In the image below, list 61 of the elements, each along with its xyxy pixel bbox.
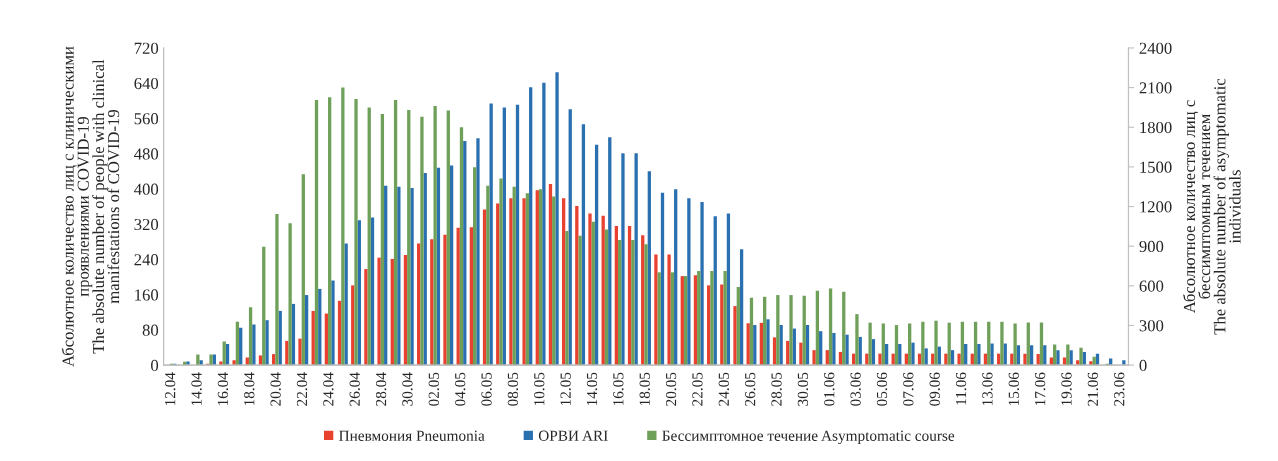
x-tick-label: 14.05 (586, 372, 598, 406)
legend-label: ОРВИ ARI (538, 430, 608, 441)
x-tick-label: 23.06 (1114, 372, 1125, 406)
x-tick-label: 20.05 (665, 372, 677, 406)
y2-axis-title: Абсолютное количество лиц с бессимптомным течением The absolute number of asymptomatic individuals (1183, 78, 1241, 335)
x-tick-label: 24.05 (718, 372, 730, 406)
x-tick-label: 19.06 (1061, 372, 1072, 406)
x-tick-label: 22.04 (296, 372, 308, 406)
x-tick-label: 10.05 (534, 372, 545, 406)
y2-tick-label: 1800 (1140, 121, 1172, 134)
x-tick-label: 09.06 (929, 372, 940, 406)
x-tick-label: 04.05 (455, 372, 466, 406)
x-tick-label: 12.04 (165, 372, 176, 406)
y2-tick-label: 0 (1139, 359, 1147, 372)
x-tick-label: 11.06 (955, 372, 967, 405)
legend-label: Бессимптомное течение Asymptomatic course (662, 430, 955, 445)
x-tick-label: 24.04 (323, 372, 334, 406)
y-tick-label: 560 (134, 113, 159, 125)
y2-tick-label: 2400 (1139, 42, 1172, 54)
x-tick-label: 13.06 (982, 372, 993, 406)
y-tick-label: 480 (134, 148, 159, 160)
x-tick-label: 15.06 (1008, 372, 1019, 406)
y-tick-label: 160 (135, 289, 159, 301)
y2-tick-label: 900 (1139, 240, 1164, 253)
x-tick-label: 18.04 (244, 372, 255, 406)
y2-tick-label: 600 (1139, 280, 1164, 292)
x-tick-label: 08.05 (507, 372, 519, 406)
x-tick-label: 17.06 (1034, 372, 1046, 406)
x-tick-label: 07.06 (903, 372, 914, 406)
y2-tick-label: 1500 (1140, 161, 1172, 173)
y-tick-label: 400 (134, 183, 159, 195)
y-tick-label: 320 (134, 218, 159, 231)
x-tick-label: 05.06 (876, 372, 888, 406)
y2-tick-label: 1200 (1140, 201, 1172, 213)
y-tick-label: 640 (134, 77, 159, 90)
x-tick-label: 20.04 (270, 372, 281, 406)
y2-tick-label: 300 (1139, 320, 1164, 332)
x-tick-label: 26.04 (349, 372, 360, 406)
x-tick-label: 16.05 (613, 372, 624, 406)
y-axis-title: Абсолютное количество лиц с клиническими проявлениями COVID-19 The absolute number of people with clinical manifestations of COVID-19 (61, 46, 120, 367)
y-tick-label: 240 (134, 254, 159, 266)
x-tick-label: 14.04 (191, 372, 202, 406)
x-tick-label: 06.05 (481, 372, 492, 406)
x-tick-label: 28.04 (375, 372, 387, 406)
x-tick-label: 03.06 (850, 372, 861, 406)
x-tick-label: 30.05 (797, 372, 809, 406)
x-tick-label: 26.05 (745, 372, 756, 406)
y-tick-label: 80 (142, 324, 159, 336)
x-tick-label: 28.05 (771, 372, 782, 406)
x-tick-label: 30.04 (402, 372, 413, 406)
y2-tick-label: 2100 (1139, 82, 1172, 94)
x-tick-label: 18.05 (639, 372, 650, 406)
x-tick-label: 12.05 (560, 372, 571, 406)
x-tick-label: 21.06 (1087, 372, 1099, 406)
x-tick-label: 01.06 (824, 372, 835, 406)
legend-label: Пневмония Pneumonia (339, 430, 485, 441)
x-tick-label: 16.04 (217, 372, 229, 406)
x-tick-label: 02.05 (428, 372, 440, 406)
x-tick-label: 22.05 (692, 372, 703, 406)
y-tick-label: 0 (151, 359, 159, 372)
y-tick-label: 720 (134, 42, 159, 54)
